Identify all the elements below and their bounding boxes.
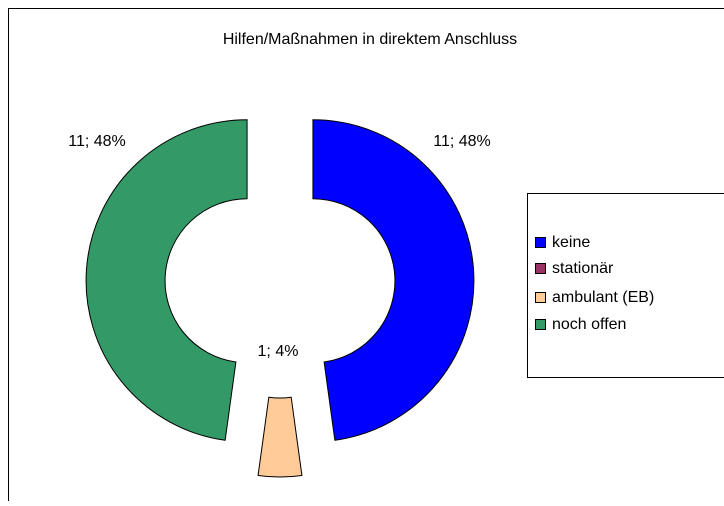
legend-label: keine	[552, 234, 590, 251]
legend-label: stationär	[552, 260, 614, 277]
legend-box	[528, 194, 724, 378]
chart-title: Hilfen/Maßnahmen in direktem Anschluss	[223, 31, 517, 48]
legend-swatch	[536, 238, 546, 248]
data-label: 11; 48%	[433, 133, 491, 150]
legend-swatch	[536, 320, 546, 330]
data-label: 11; 48%	[68, 133, 126, 150]
legend-label: ambulant (EB)	[552, 289, 654, 306]
legend-swatch	[536, 293, 546, 303]
legend-label: noch offen	[552, 316, 626, 333]
legend-swatch	[536, 264, 546, 274]
data-label: 1; 4%	[258, 343, 299, 360]
